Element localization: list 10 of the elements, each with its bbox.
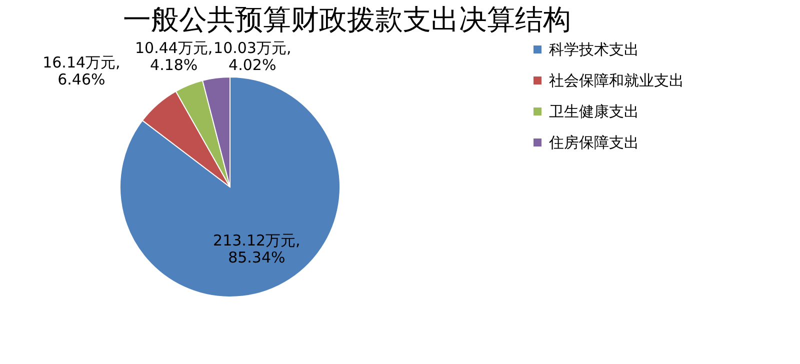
legend-label: 卫生健康支出 [549,102,639,120]
legend-label: 社会保障和就业支出 [549,72,684,90]
data-label: 10.03万元, 4.02% [214,39,292,74]
legend-label: 科学技术支出 [549,40,639,58]
legend-label: 住房保障支出 [548,134,639,152]
data-label: 10.44万元, 4.18% [134,38,213,74]
pie-slice [120,76,340,298]
data-label: 213.12万元, 85.34% [213,232,300,267]
chart-title: 一般公共预算财政拨款支出决算结构 [123,2,571,36]
data-label: 16.14万元, 6.46% [42,54,120,89]
